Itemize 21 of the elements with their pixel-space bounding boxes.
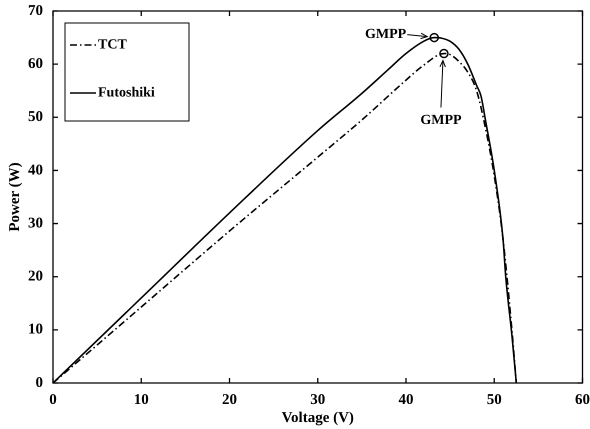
y-tick-label: 40 [28, 162, 43, 178]
y-tick-label: 0 [36, 374, 43, 391]
legend-label: TCT [98, 38, 128, 53]
x-tick-label: 20 [222, 392, 237, 408]
y-tick-label: 60 [28, 56, 43, 72]
y-tick-label: 30 [28, 215, 43, 232]
x-tick-label: 50 [486, 392, 502, 408]
y-tick-label: 20 [28, 268, 43, 285]
x-tick-label: 30 [310, 392, 326, 408]
x-tick-label: 10 [134, 392, 149, 408]
y-axis-title: Power (W) [6, 162, 23, 232]
y-tick-label: 50 [28, 109, 43, 126]
y-tick-label: 10 [28, 322, 43, 338]
legend-label: Futoshiki [98, 86, 155, 101]
annotation: GMPP [420, 113, 462, 128]
x-tick-label: 40 [398, 392, 414, 408]
x-tick-label: 0 [49, 392, 57, 408]
annotation: GMPP [365, 27, 407, 42]
x-axis-title: Voltage (V) [282, 410, 354, 426]
x-tick-label: 60 [575, 392, 590, 408]
y-tick-label: 70 [28, 2, 43, 19]
